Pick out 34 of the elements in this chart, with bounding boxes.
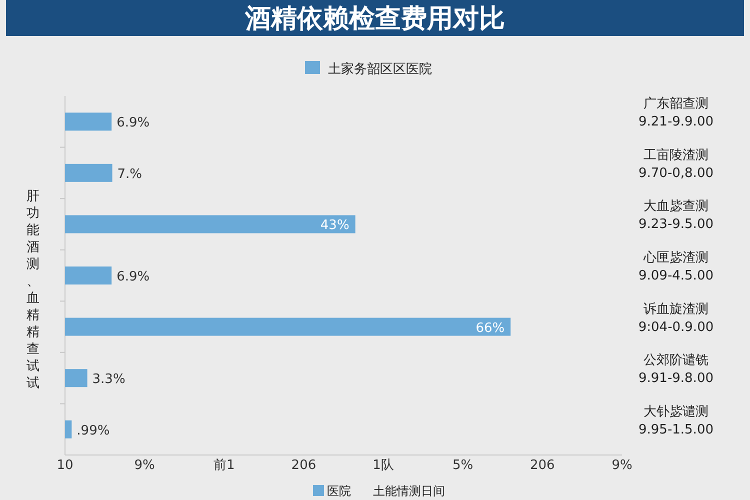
text: 206 — [530, 458, 555, 473]
data-label: 66% — [476, 320, 505, 336]
bar — [65, 164, 112, 182]
text: 9% — [612, 458, 632, 473]
bar — [65, 266, 112, 284]
data-label: 6.9% — [116, 270, 150, 284]
data-label: 6.9% — [116, 116, 150, 131]
text: 10 — [56, 458, 74, 473]
y-tick-label: 心匣毖渣测 9.09-4.5.00 — [638, 250, 714, 284]
text: 肝功能酒测、血精精查试试 — [26, 189, 40, 391]
text: 土能情测日间 — [373, 484, 445, 498]
data-label: 43% — [320, 218, 350, 234]
y-tick-label: 工亩陵渣测 9.70-0,8.00 — [638, 146, 714, 181]
y-tick-label: 大血毖查测 9.23-9.5.00 — [638, 199, 714, 232]
bar — [65, 420, 72, 438]
legend-label: 土家务韶区区医院 — [328, 61, 432, 77]
bar — [65, 215, 356, 234]
y-tick-label: 诉血旋渣测 9:04-0.9.00 — [638, 302, 714, 335]
data-label: 3.3% — [92, 372, 126, 388]
data-label: 7.% — [117, 166, 142, 182]
bar — [65, 112, 112, 131]
text: 206 — [291, 458, 316, 473]
data-label: .99% — [76, 423, 110, 438]
y-tick-label: 广东韶查测 9.21-9.9.00 — [638, 96, 714, 130]
y-tick-label: 公郊阶谴铣 9.91-9.8.00 — [638, 353, 714, 386]
text: 前1 — [214, 458, 235, 473]
chart-title: 酒精依赖检查费用对比 — [244, 4, 505, 34]
text: 1队 — [372, 458, 394, 473]
text: 9% — [134, 458, 155, 473]
bar — [65, 369, 88, 388]
text: 5% — [452, 458, 474, 473]
text: 医院 — [327, 484, 351, 498]
bar — [65, 318, 511, 336]
y-tick-label: 大钋毖谴测 9.95-1.5.00 — [638, 404, 714, 438]
